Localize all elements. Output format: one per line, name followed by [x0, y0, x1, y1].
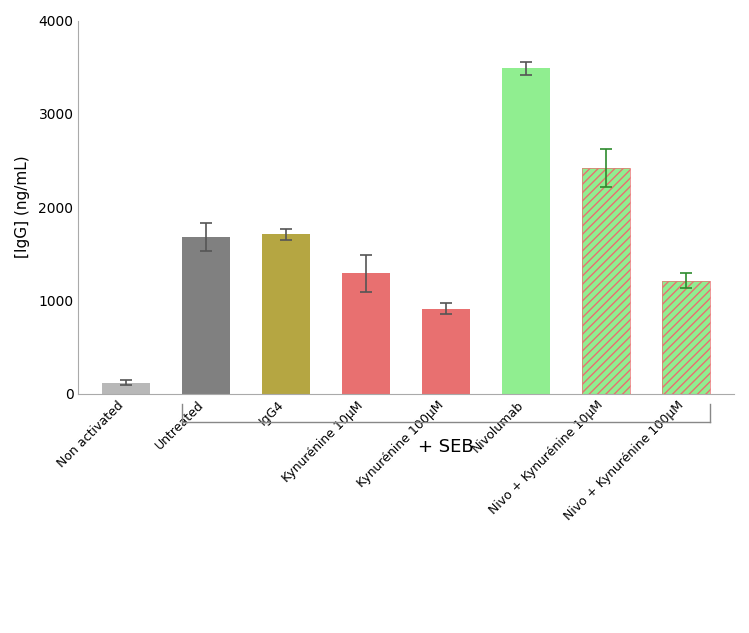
Y-axis label: [IgG] (ng/mL): [IgG] (ng/mL) — [15, 156, 30, 258]
Bar — [662, 281, 710, 394]
Bar — [262, 234, 310, 394]
Bar — [662, 281, 710, 394]
Text: + SEB: + SEB — [419, 437, 474, 456]
Bar — [342, 273, 390, 394]
Bar — [103, 382, 151, 394]
Bar — [582, 168, 630, 394]
Bar — [182, 237, 230, 394]
Bar — [502, 68, 550, 394]
Bar — [422, 309, 470, 394]
Bar — [582, 168, 630, 394]
